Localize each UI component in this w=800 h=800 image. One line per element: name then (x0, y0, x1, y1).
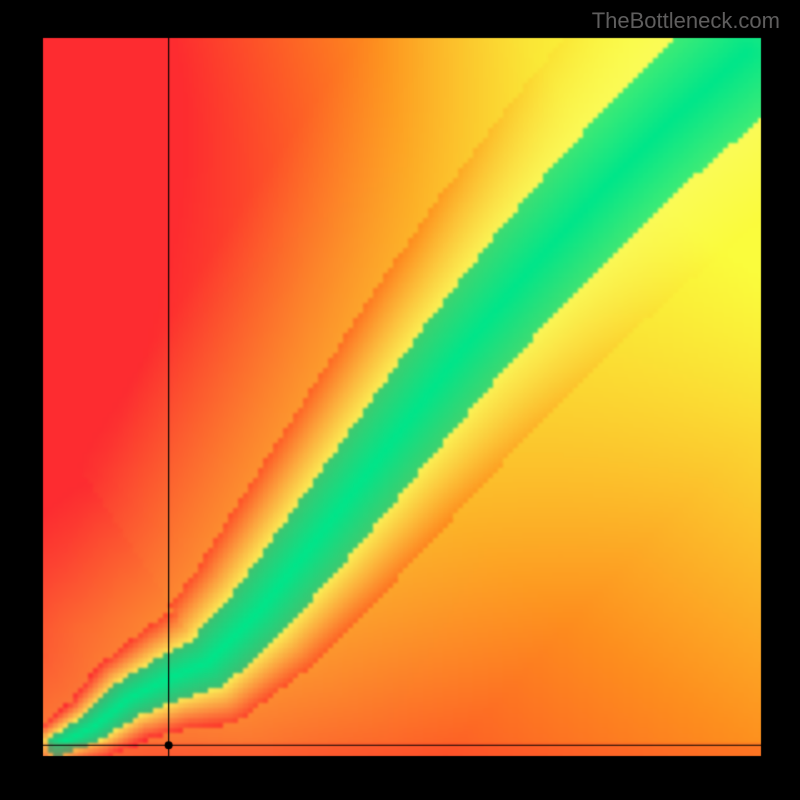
heatmap-canvas (0, 0, 800, 800)
chart-container: TheBottleneck.com (0, 0, 800, 800)
watermark-text: TheBottleneck.com (592, 8, 780, 34)
